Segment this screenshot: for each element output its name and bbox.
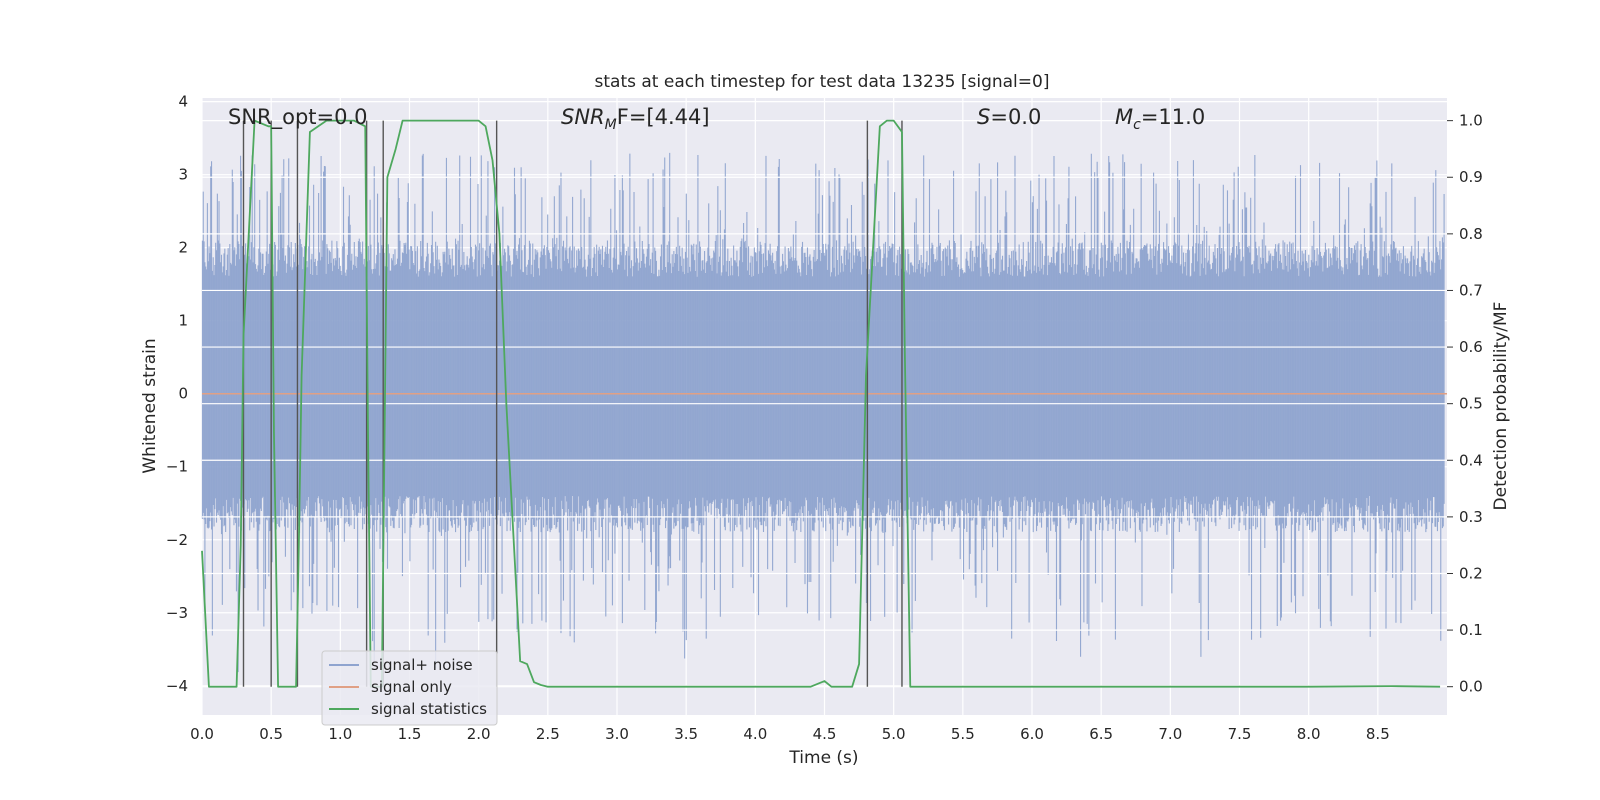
x-tick-label: 8.5 — [1366, 725, 1390, 743]
x-axis-label: Time (s) — [788, 748, 858, 768]
right-y-tick-label: 1.0 — [1459, 112, 1483, 130]
x-tick-label: 1.5 — [398, 725, 422, 743]
x-tick-label: 4.0 — [743, 725, 767, 743]
x-tick-label: 5.0 — [882, 725, 906, 743]
annotation-mc: Mc=11.0 — [1115, 105, 1205, 133]
right-y-axis-ticks: 1.0 0.9 0.8 0.7 0.6 0.5 0.4 0.3 0.2 0.1 0.0 — [1447, 112, 1483, 696]
right-y-tick-label: 0.0 — [1459, 678, 1483, 696]
x-tick-label: 3.0 — [605, 725, 629, 743]
right-y-tick-label: 0.2 — [1459, 564, 1483, 582]
annotation-mc-label: M — [1115, 105, 1133, 129]
left-y-tick-label: 3 — [178, 166, 188, 184]
legend-box — [321, 650, 498, 726]
left-y-tick-label: −3 — [166, 604, 188, 622]
right-y-tick-label: 0.3 — [1459, 508, 1483, 526]
left-y-tick-label: −1 — [166, 458, 188, 476]
annotation-s-rest: =0.0 — [990, 105, 1041, 129]
x-tick-label: 7.5 — [1228, 725, 1252, 743]
x-tick-label: 8.0 — [1297, 725, 1321, 743]
right-y-tick-label: 0.6 — [1459, 338, 1483, 356]
x-tick-label: 4.5 — [813, 725, 837, 743]
annotation-s: S=0.0 — [977, 105, 1041, 129]
x-tick-label: 1.0 — [328, 725, 352, 743]
series-signal-plus-noise — [201, 152, 1445, 673]
annotation-snr-mf-sub: M — [605, 117, 617, 133]
x-tick-label: 2.5 — [536, 725, 560, 743]
x-tick-label: 6.0 — [1020, 725, 1044, 743]
right-axis-grid-overlay — [202, 120, 1447, 688]
x-tick-label: 3.5 — [674, 725, 698, 743]
left-y-axis-ticks: 4 3 2 1 0 −1 −2 −3 −4 — [166, 93, 188, 695]
signal-statistics-line — [201, 119, 1441, 688]
right-y-tick-label: 0.4 — [1459, 451, 1483, 469]
left-y-tick-label: 2 — [178, 239, 188, 257]
right-y-tick-label: 0.5 — [1459, 395, 1483, 413]
legend-label-signal-only: signal only — [371, 678, 452, 696]
x-axis-ticks: 0.0 0.5 1.0 1.5 2.0 2.5 3.0 3.5 4.0 4.5 5.0 5.5 6.0 6… — [190, 725, 1390, 743]
right-y-axis-label: Detection probability/MF — [1491, 302, 1511, 511]
annotation-mc-rest: =11.0 — [1141, 105, 1205, 129]
legend: signal+ noise signal only signal statist… — [321, 650, 498, 726]
annotation-snr-mf: SNRMF=[4.44] — [561, 105, 710, 133]
x-tick-label: 7.0 — [1158, 725, 1182, 743]
annotation-mc-sub: c — [1133, 117, 1141, 133]
annotation-snr-mf-rest: F=[4.44] — [617, 105, 710, 129]
x-tick-label: 2.0 — [467, 725, 491, 743]
chart-title: stats at each timestep for test data 132… — [595, 72, 1050, 92]
left-y-tick-label: 4 — [178, 93, 188, 111]
left-y-tick-label: 1 — [178, 312, 188, 330]
annotation-snr-opt: SNR_opt=0.0 — [228, 105, 368, 130]
legend-label-signal-plus-noise: signal+ noise — [371, 656, 473, 674]
right-y-tick-label: 0.7 — [1459, 281, 1483, 299]
annotation-snr-mf-label: SNR — [561, 105, 605, 129]
legend-label-signal-statistics: signal statistics — [371, 700, 487, 718]
left-y-tick-label: −2 — [166, 531, 188, 549]
x-tick-label: 6.5 — [1089, 725, 1113, 743]
series-signal-statistics — [201, 119, 1441, 688]
x-tick-label: 0.0 — [190, 725, 214, 743]
x-tick-label: 0.5 — [259, 725, 283, 743]
annotation-s-label: S — [977, 105, 990, 129]
right-y-tick-label: 0.8 — [1459, 225, 1483, 243]
left-y-axis-label: Whitened strain — [140, 338, 160, 473]
left-y-tick-label: 0 — [178, 385, 188, 403]
right-y-tick-label: 0.1 — [1459, 621, 1483, 639]
x-tick-label: 5.5 — [951, 725, 975, 743]
right-y-tick-label: 0.9 — [1459, 168, 1483, 186]
left-y-tick-label: −4 — [166, 677, 188, 695]
